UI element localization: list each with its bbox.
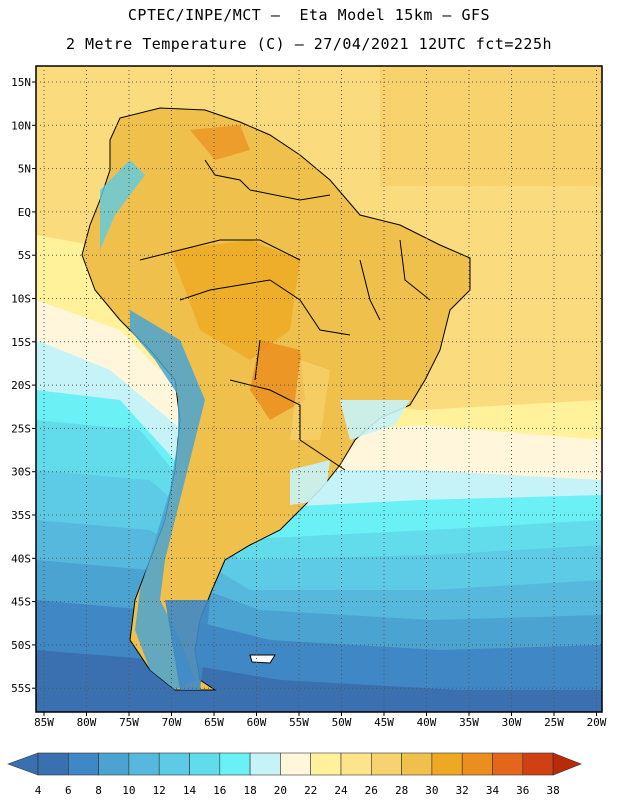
colorbar-label: 24: [334, 784, 348, 797]
lon-label: 60W: [247, 716, 267, 729]
lon-label: 85W: [34, 716, 54, 729]
colorbar-swatch: [68, 752, 99, 776]
colorbar-swatch: [431, 752, 463, 776]
colorbar-label: 32: [456, 784, 469, 797]
colorbar-label: 10: [122, 784, 135, 797]
colorbar-label: 8: [95, 784, 102, 797]
colorbar-swatch: [249, 752, 281, 776]
lon-label: 65W: [204, 716, 224, 729]
colorbar-label: 6: [65, 784, 72, 797]
colorbar-label: 14: [183, 784, 197, 797]
lat-label: 5S: [18, 249, 31, 262]
colorbar-swatch: [370, 752, 402, 776]
colorbar-swatch: [98, 752, 130, 776]
colorbar-label: 26: [365, 784, 378, 797]
colorbar-label: 20: [274, 784, 287, 797]
lat-label: 30S: [11, 466, 31, 479]
colorbar-label: 12: [153, 784, 166, 797]
colorbar-swatch: [280, 752, 311, 776]
colorbar-label: 16: [213, 784, 226, 797]
map-subtitle: 2 Metre Temperature (C) – 27/04/2021 12U…: [65, 35, 553, 53]
lat-label: 10S: [11, 293, 31, 306]
lon-label: 80W: [77, 716, 97, 729]
lat-label: 45S: [11, 596, 31, 609]
colorbar-label: 18: [243, 784, 256, 797]
colorbar-swatch: [522, 752, 554, 776]
colorbar-swatch: [492, 752, 524, 776]
colorbar-swatch: [310, 752, 342, 776]
colorbar-label: 22: [304, 784, 317, 797]
lat-label: 35S: [11, 509, 31, 522]
lon-label: 25W: [544, 716, 564, 729]
colorbar-label: 36: [516, 784, 529, 797]
colorbar-swatch: [219, 752, 251, 776]
lat-label: 15N: [11, 76, 31, 89]
colorbar-swatch: [401, 752, 433, 776]
map-title: CPTEC/INPE/MCT – Eta Model 15km – GFS: [127, 6, 491, 24]
colorbar-label: 38: [546, 784, 559, 797]
lon-label: 30W: [502, 716, 522, 729]
colorbar-arrow-low: [7, 752, 39, 776]
lon-label: 35W: [459, 716, 479, 729]
temperature-field: [36, 66, 602, 712]
lat-label: 40S: [11, 552, 31, 565]
colorbar-swatch: [158, 752, 190, 776]
lat-label: 55S: [11, 682, 31, 695]
lat-label: 15S: [11, 336, 31, 349]
lat-label: 20S: [11, 379, 31, 392]
lon-label: 40W: [417, 716, 437, 729]
longitude-labels: 85W 80W 75W 70W 65W 60W 55W 50W 45W 40W 35W 30W 25W 2…: [34, 716, 607, 729]
lat-label: 50S: [11, 639, 31, 652]
colorbar-swatch: [461, 752, 493, 776]
colorbar-label: 30: [425, 784, 438, 797]
colorbar-swatch: [340, 752, 372, 776]
lon-label: 55W: [289, 716, 309, 729]
lat-label: 25S: [11, 422, 31, 435]
graticule: [32, 66, 602, 716]
colorbar-swatch: [128, 752, 160, 776]
colorbar-label: 28: [395, 784, 408, 797]
colorbar-label: 4: [35, 784, 42, 797]
lon-label: 70W: [162, 716, 182, 729]
colorbar-swatch: [189, 752, 221, 776]
colorbar: 4 6 8 10 12 14 16 18 20 22 24 26 28 30 32 34 36 38: [7, 752, 582, 797]
latitude-labels: 15N 10N 5N EQ 5S 10S 15S 20S 25S 30S 35S 40S 45S 50S 5…: [11, 76, 31, 695]
lat-label: 10N: [11, 119, 31, 132]
lon-label: 75W: [119, 716, 139, 729]
colorbar-arrow-high: [552, 752, 582, 776]
lon-label: 20W: [587, 716, 607, 729]
lat-label: 5N: [18, 163, 31, 176]
map-frame: [35, 65, 603, 713]
lat-label: EQ: [18, 206, 31, 219]
lon-label: 50W: [332, 716, 352, 729]
colorbar-label: 34: [486, 784, 500, 797]
colorbar-swatch: [37, 752, 69, 776]
lon-label: 45W: [374, 716, 394, 729]
